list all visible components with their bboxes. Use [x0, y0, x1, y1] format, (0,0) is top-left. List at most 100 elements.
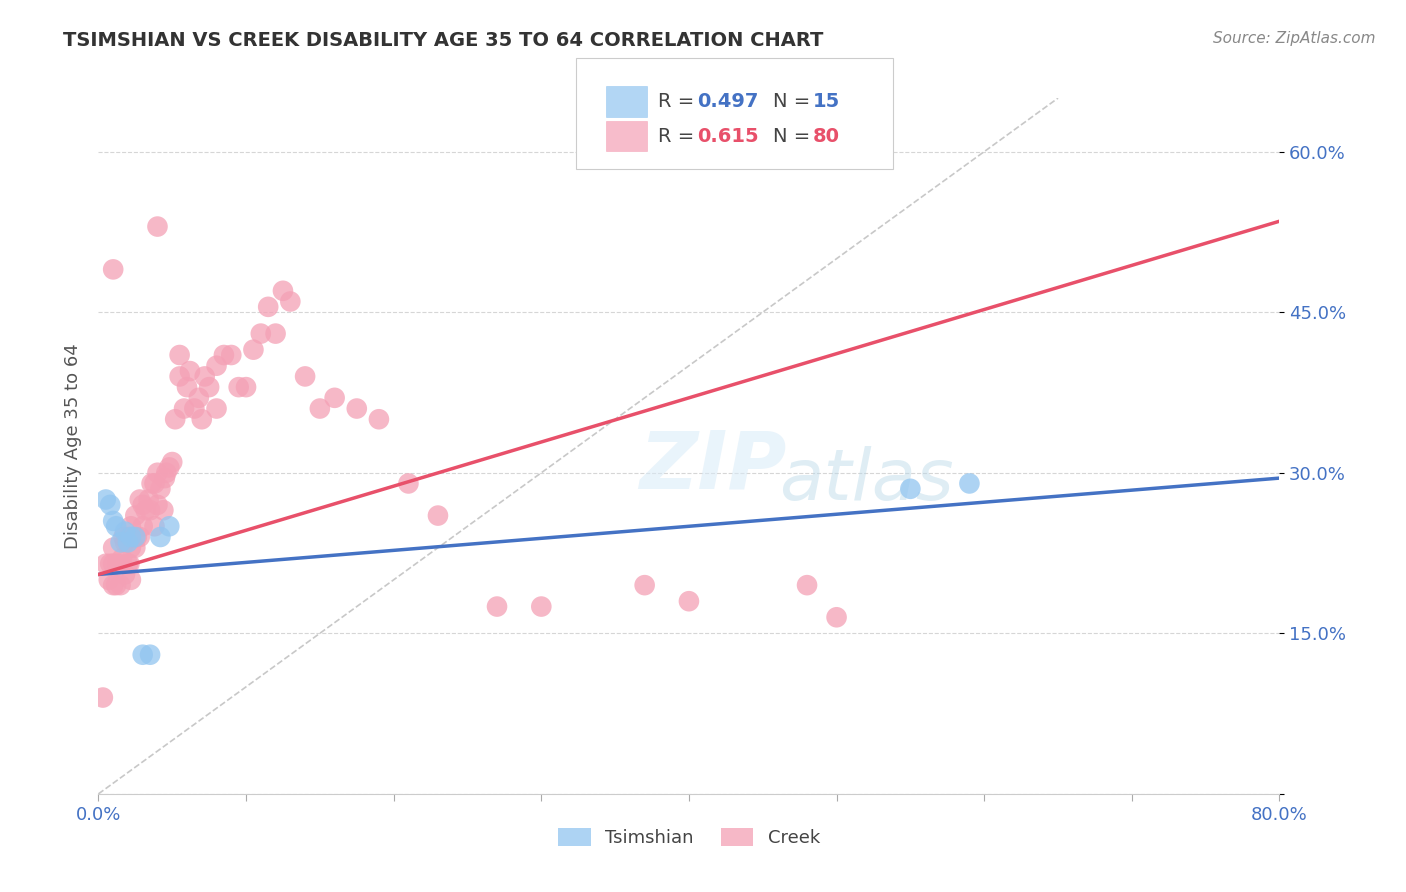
Point: [155, 466, 177, 480]
Point: [169, 348, 191, 362]
Point: [250, 326, 273, 341]
Point: [128, 530, 150, 544]
Point: [103, 578, 125, 592]
Point: [825, 610, 848, 624]
Point: [124, 541, 146, 555]
Point: [157, 519, 180, 533]
Point: [117, 530, 139, 544]
Point: [117, 557, 139, 571]
Point: [271, 284, 294, 298]
Point: [678, 594, 700, 608]
Point: [103, 541, 125, 555]
Point: [120, 530, 142, 544]
Point: [191, 412, 214, 426]
Point: [143, 476, 166, 491]
Point: [221, 348, 243, 362]
Point: [138, 492, 160, 507]
Text: 0.615: 0.615: [697, 127, 759, 145]
Point: [173, 401, 195, 416]
Point: [124, 530, 146, 544]
Point: [118, 557, 141, 571]
Point: [634, 578, 657, 592]
Point: [530, 599, 553, 614]
Point: [94, 557, 117, 571]
Point: [103, 262, 125, 277]
Point: [176, 380, 198, 394]
Text: N =: N =: [773, 127, 817, 145]
Text: N =: N =: [773, 92, 817, 111]
Point: [105, 519, 128, 533]
Point: [309, 401, 332, 416]
Point: [117, 535, 139, 549]
Text: TSIMSHIAN VS CREEK DISABILITY AGE 35 TO 64 CORRELATION CHART: TSIMSHIAN VS CREEK DISABILITY AGE 35 TO …: [63, 31, 824, 50]
Point: [398, 476, 420, 491]
Text: 15: 15: [813, 92, 839, 111]
Point: [228, 380, 250, 394]
Point: [124, 508, 146, 523]
Point: [157, 460, 180, 475]
Point: [179, 364, 201, 378]
Point: [139, 648, 162, 662]
Point: [110, 557, 132, 571]
Point: [323, 391, 346, 405]
Point: [294, 369, 316, 384]
Point: [94, 492, 117, 507]
Point: [183, 401, 205, 416]
Point: [125, 530, 148, 544]
Point: [959, 476, 981, 491]
Point: [149, 530, 172, 544]
Text: atlas: atlas: [779, 446, 953, 516]
Point: [98, 557, 121, 571]
Text: 80: 80: [813, 127, 839, 145]
Point: [98, 498, 121, 512]
Point: [132, 648, 155, 662]
Point: [146, 466, 169, 480]
Point: [112, 530, 135, 544]
Point: [162, 455, 183, 469]
Point: [796, 578, 818, 592]
Point: [198, 380, 221, 394]
Point: [152, 503, 174, 517]
Point: [280, 294, 302, 309]
Point: [128, 492, 150, 507]
Point: [257, 300, 280, 314]
Point: [120, 541, 142, 555]
Point: [242, 343, 264, 357]
Point: [146, 498, 169, 512]
Point: [120, 573, 142, 587]
Point: [107, 557, 129, 571]
Point: [103, 557, 125, 571]
Point: [141, 476, 163, 491]
Text: R =: R =: [658, 127, 700, 145]
Point: [264, 326, 287, 341]
Point: [169, 369, 191, 384]
Point: [110, 578, 132, 592]
Text: ZIP: ZIP: [638, 428, 786, 506]
Text: R =: R =: [658, 92, 700, 111]
Point: [212, 348, 235, 362]
Point: [139, 503, 162, 517]
Point: [120, 519, 142, 533]
Point: [111, 551, 134, 566]
Point: [205, 359, 228, 373]
Point: [105, 578, 128, 592]
Point: [91, 690, 114, 705]
Point: [205, 401, 228, 416]
Point: [346, 401, 368, 416]
Point: [194, 369, 217, 384]
Point: [187, 391, 209, 405]
Point: [110, 535, 132, 549]
Text: Source: ZipAtlas.com: Source: ZipAtlas.com: [1212, 31, 1375, 46]
Legend: Tsimshian, Creek: Tsimshian, Creek: [551, 821, 827, 855]
Point: [153, 471, 176, 485]
Point: [486, 599, 509, 614]
Y-axis label: Disability Age 35 to 64: Disability Age 35 to 64: [63, 343, 82, 549]
Text: 0.497: 0.497: [697, 92, 759, 111]
Point: [132, 498, 155, 512]
Point: [427, 508, 450, 523]
Point: [235, 380, 257, 394]
Point: [114, 535, 136, 549]
Point: [146, 219, 169, 234]
Point: [132, 519, 155, 533]
Point: [149, 482, 172, 496]
